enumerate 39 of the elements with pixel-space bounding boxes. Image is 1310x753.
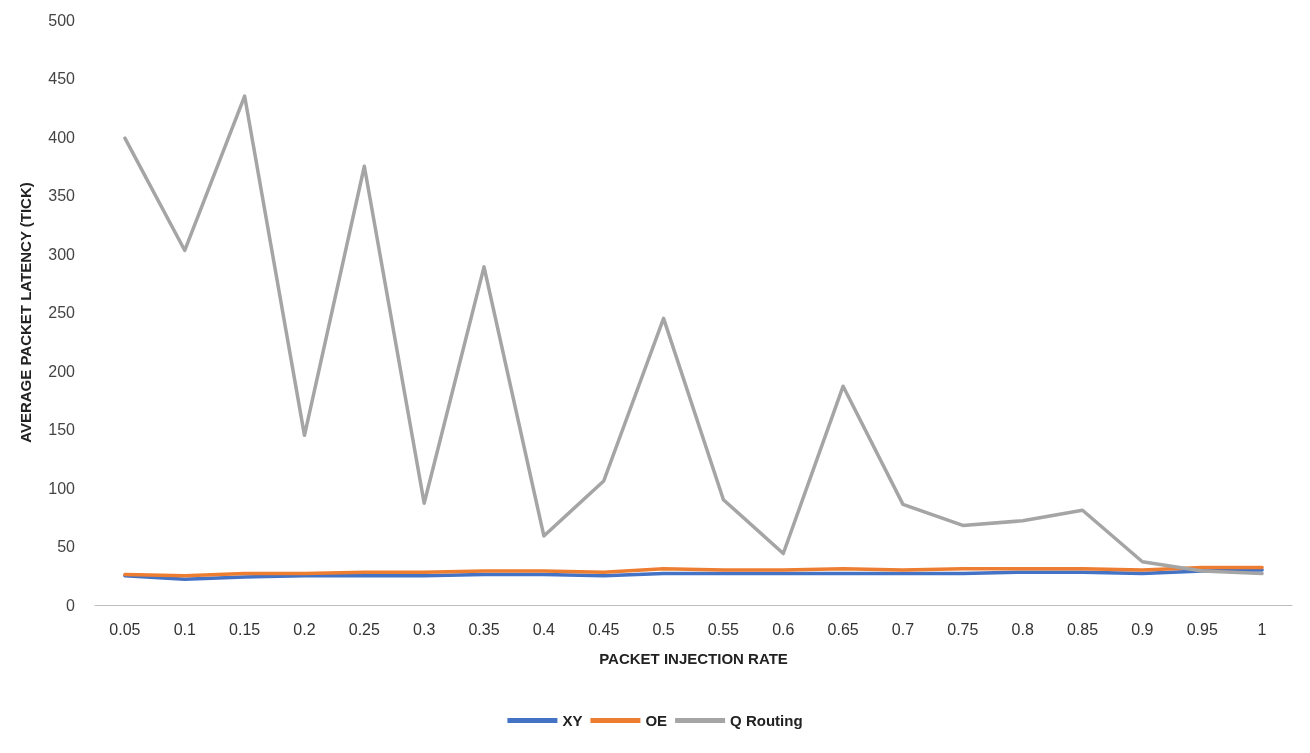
x-tick-label: 0.6 [772,620,795,638]
y-tick-label: 250 [48,304,76,321]
y-tick-label: 50 [57,538,76,555]
x-tick-label: 0.4 [532,620,556,638]
x-tick-label: 0.65 [827,620,859,638]
line-series [123,565,1264,578]
line-series [123,568,1264,582]
x-tick-label: 0.35 [468,620,500,638]
x-tick-label: 0.2 [293,620,316,638]
y-tick-label: 100 [48,479,76,497]
y-tick-label: 400 [48,128,76,146]
y-tick-label: 450 [48,70,76,87]
y-tick-label: 150 [48,421,76,438]
y-axis-title: AVERAGE PACKET LATENCY (TICK) [17,182,34,443]
x-tick-label: 0.8 [1011,620,1034,638]
y-tick-label: 0 [66,596,76,614]
x-tick-label: 0.75 [947,620,979,638]
line-series [123,94,1264,576]
x-tick-label: 0.45 [588,620,620,638]
legend-label: XY [562,712,583,729]
x-tick-label: 0.1 [173,620,196,638]
y-tick-label: 500 [48,11,76,29]
y-tick-label: 200 [48,362,76,380]
x-tick-label: 0.05 [109,620,141,638]
x-tick-label: 0.25 [348,620,380,638]
x-tick-label: 0.95 [1186,620,1218,638]
x-tick-label: 0.85 [1066,620,1099,638]
x-tick-label: 0.3 [413,620,436,638]
legend-label: OE [645,712,668,729]
legend-label: Q Routing [730,712,803,729]
x-tick-label: 1 [1257,620,1267,638]
y-tick-label: 350 [48,187,76,204]
y-tick-label: 300 [48,245,76,263]
x-tick-label: 0.15 [229,620,261,638]
x-tick-label: 0.55 [707,620,740,638]
x-tick-label: 0.7 [891,620,915,638]
x-tick-label: 0.5 [652,620,675,638]
x-tick-label: 0.9 [1131,620,1154,638]
x-axis-title: PACKET INJECTION RATE [599,650,788,667]
